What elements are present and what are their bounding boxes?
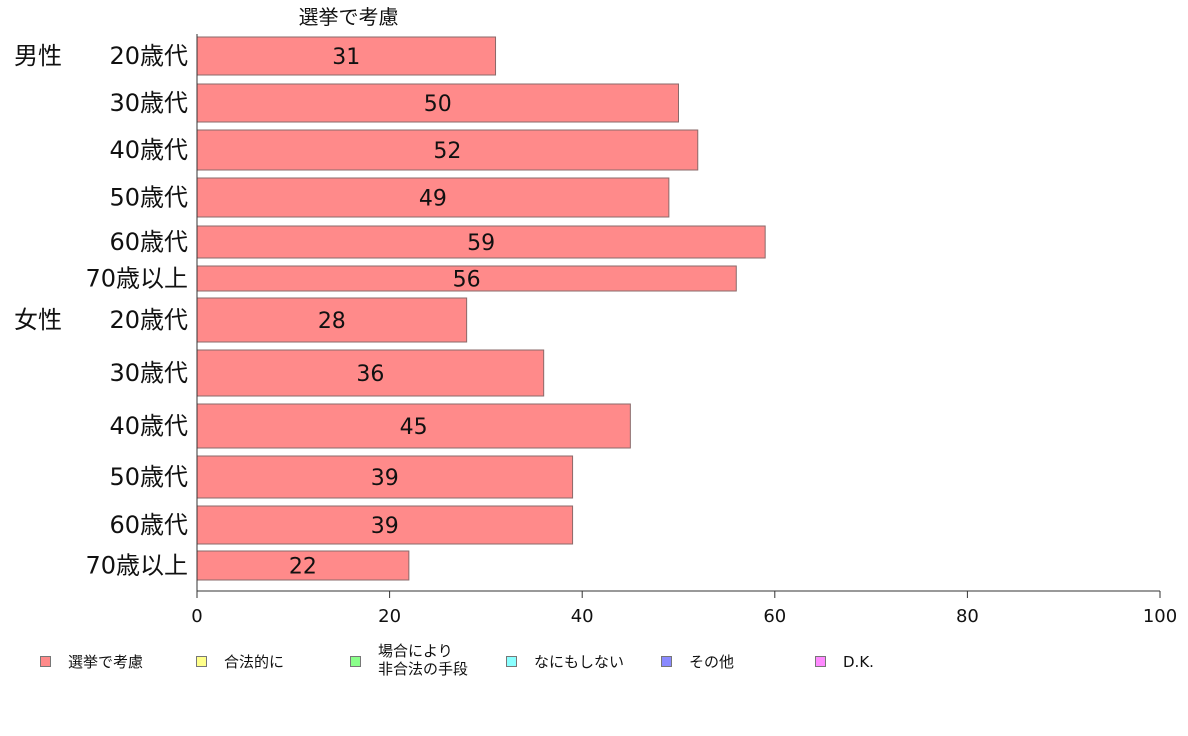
legend-swatch [40, 656, 51, 667]
legend-label: D.K. [843, 653, 874, 671]
data-label: 45 [400, 415, 428, 440]
legend-item: その他 [661, 640, 734, 671]
x-tick-label: 60 [763, 606, 786, 627]
legend-item: D.K. [815, 640, 874, 671]
group-label: 女性 [14, 306, 62, 334]
data-label: 59 [467, 231, 495, 256]
category-label: 20歳代 [109, 42, 188, 70]
legend-label: 選挙で考慮 [68, 653, 144, 671]
category-label: 60歳代 [109, 511, 188, 539]
data-label: 52 [433, 139, 461, 164]
category-label: 30歳代 [109, 89, 188, 117]
x-tick-label: 20 [378, 606, 401, 627]
bar [196, 225, 766, 259]
bar [196, 505, 574, 545]
legend-label: 場合により 非合法の手段 [378, 642, 469, 678]
category-label: 20歳代 [109, 306, 188, 334]
legend-label: 合法的に [224, 653, 285, 671]
data-label: 36 [356, 362, 384, 387]
data-label: 56 [453, 268, 481, 293]
data-label: 28 [318, 309, 346, 334]
legend-label: その他 [689, 653, 735, 671]
category-label: 50歳代 [109, 463, 188, 491]
x-tick-label: 0 [191, 606, 202, 627]
category-label: 70歳以上 [85, 552, 188, 580]
bar [196, 455, 574, 499]
category-label: 60歳代 [109, 228, 188, 256]
category-label: 40歳代 [109, 412, 188, 440]
legend: 選挙で考慮 合法的に 場合により 非合法の手段 なにもしない その他 D.K. [0, 640, 1188, 700]
category-label: 40歳代 [109, 136, 188, 164]
category-label: 50歳代 [109, 184, 188, 212]
legend-label: なにもしない [534, 653, 625, 671]
legend-swatch [506, 656, 517, 667]
category-label: 30歳代 [109, 359, 188, 387]
bar [196, 129, 699, 171]
data-label: 22 [289, 555, 317, 580]
legend-swatch [196, 656, 207, 667]
bar-chart: 選挙で考慮 31 20歳代 男性 50 30歳代 52 40歳代 49 50歳代 59 60歳代 56 7… [14, 5, 1177, 627]
legend-item: 合法的に [196, 640, 284, 671]
legend-item: 場合により 非合法の手段 [350, 640, 468, 678]
legend-swatch [350, 656, 361, 667]
legend-swatch [661, 656, 672, 667]
bar [196, 297, 468, 343]
bar [196, 550, 410, 581]
group-label: 男性 [14, 42, 62, 70]
data-label: 49 [419, 187, 447, 212]
category-label: 70歳以上 [85, 265, 188, 293]
x-tick-label: 100 [1143, 606, 1177, 627]
legend-swatch [815, 656, 826, 667]
chart-title: 選挙で考慮 [299, 5, 399, 29]
bar [196, 177, 670, 218]
legend-item: 選挙で考慮 [40, 640, 143, 671]
data-label: 50 [424, 92, 452, 117]
data-label: 39 [371, 514, 399, 539]
x-tick-label: 40 [571, 606, 594, 627]
bar [196, 36, 497, 76]
bar [196, 83, 679, 123]
legend-item: なにもしない [506, 640, 624, 671]
data-label: 31 [332, 45, 360, 70]
x-tick-label: 80 [956, 606, 979, 627]
data-label: 39 [371, 466, 399, 491]
